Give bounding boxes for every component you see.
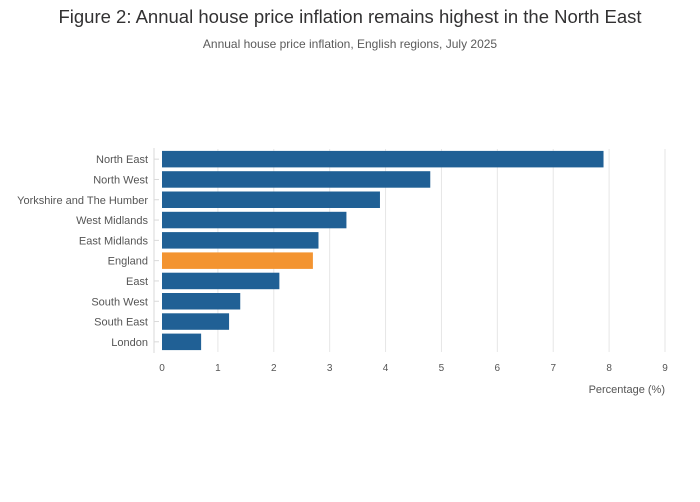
- x-tick-label: 2: [271, 363, 277, 374]
- category-label: East Midlands: [79, 235, 149, 247]
- x-tick-label: 5: [439, 363, 445, 374]
- x-axis-title: Percentage (%): [589, 384, 665, 396]
- bar-yorkshire-and-the-humber: [162, 191, 380, 208]
- bar-south-east: [162, 313, 230, 330]
- bar-england: [162, 252, 313, 269]
- x-tick-label: 1: [215, 363, 221, 374]
- x-tick-label: 8: [606, 363, 612, 374]
- category-label: East: [126, 276, 148, 288]
- category-label: Yorkshire and The Humber: [17, 195, 148, 207]
- chart-subtitle: Annual house price inflation, English re…: [202, 37, 498, 51]
- x-tick-label: 0: [159, 363, 165, 374]
- x-tick-label: 9: [662, 363, 668, 374]
- bar-north-west: [162, 171, 431, 188]
- bars: [162, 150, 604, 351]
- category-label: South West: [91, 296, 148, 308]
- category-labels: North East North West Yorkshire and The Hu…: [17, 154, 159, 349]
- chart-title: Figure 2: Annual house price inflation r…: [58, 6, 642, 27]
- bar-east: [162, 272, 280, 290]
- x-tick-label: 3: [327, 363, 333, 374]
- bar-west-midlands: [162, 211, 347, 229]
- category-label: England: [108, 256, 148, 268]
- x-tick-labels: 0 1 2 3 4 5 6 7 8 9: [159, 363, 668, 374]
- x-tick-label: 4: [383, 363, 389, 374]
- category-label: North East: [96, 154, 148, 166]
- bar-london: [162, 333, 202, 351]
- category-label: North West: [93, 174, 148, 186]
- bar-south-west: [162, 293, 241, 310]
- category-label: South East: [94, 317, 148, 329]
- x-tick-label: 7: [550, 363, 556, 374]
- category-label: West Midlands: [76, 215, 148, 227]
- bar-north-east: [162, 150, 604, 168]
- bar-east-midlands: [162, 232, 319, 249]
- category-label: London: [111, 337, 148, 349]
- x-tick-label: 6: [495, 363, 501, 374]
